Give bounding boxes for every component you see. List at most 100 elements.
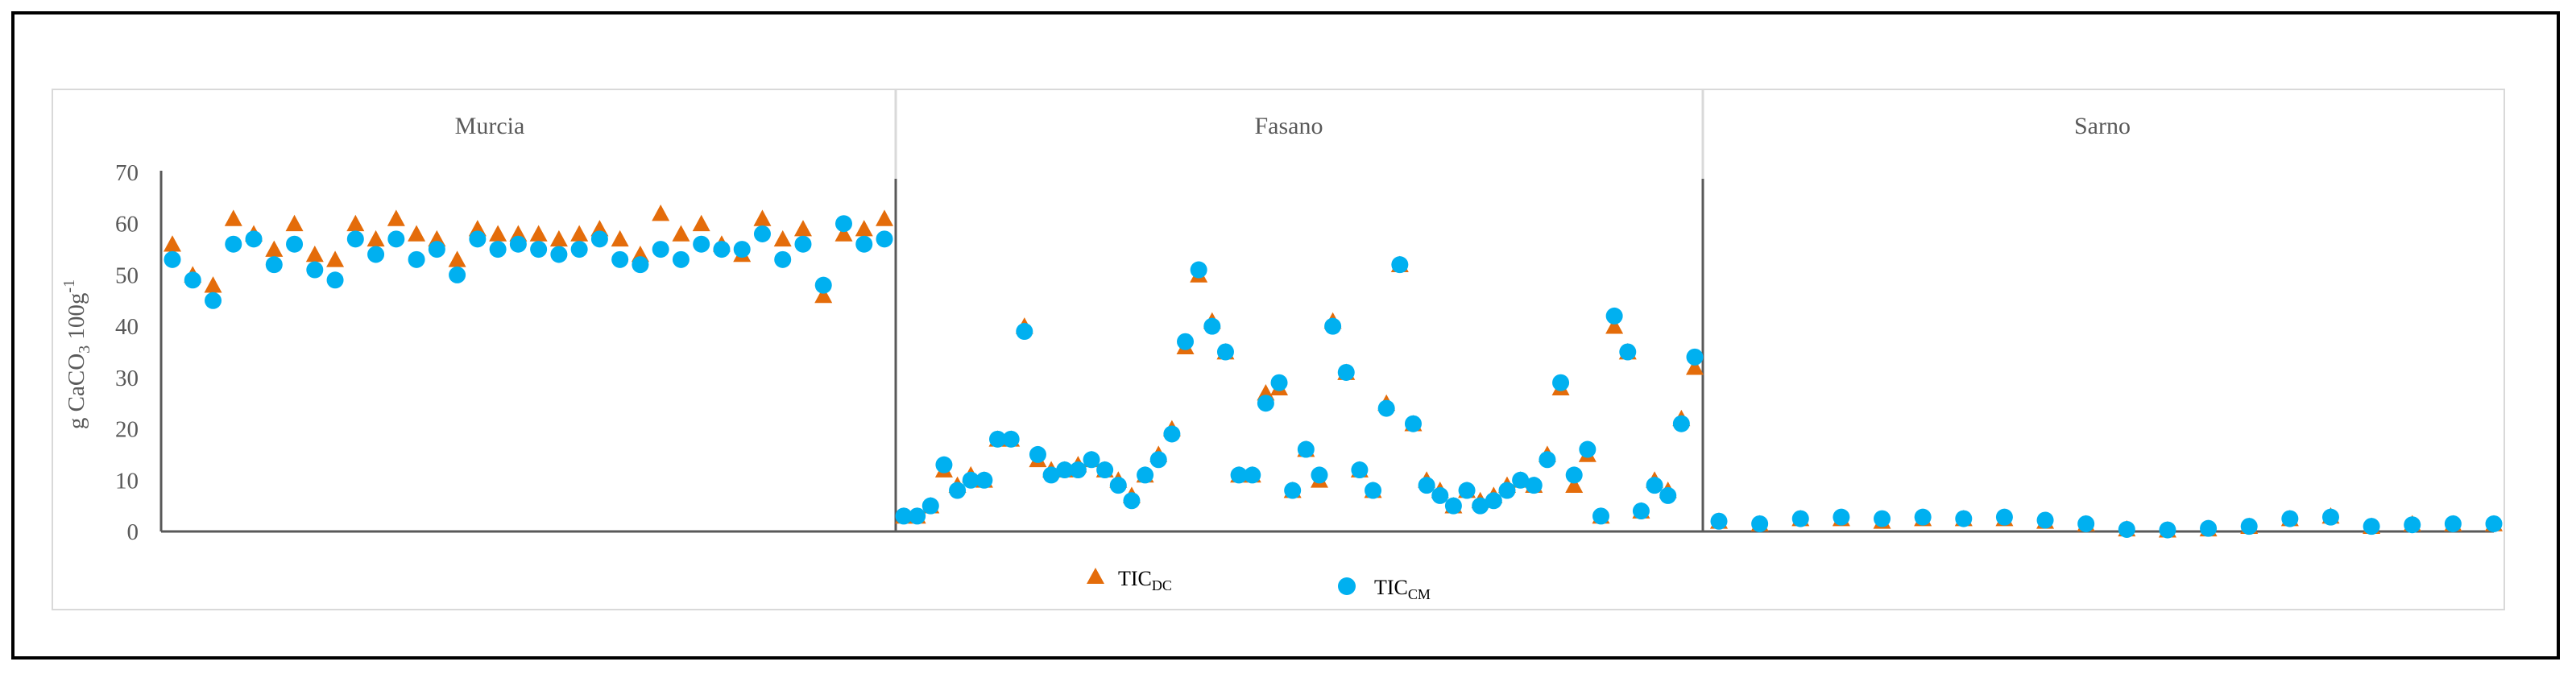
point-murcia-tic-cm [835,215,852,233]
point-fasano-tic-cm [1149,451,1167,469]
y-axis-label: g CaCO3 100g-1 [60,279,93,429]
point-fasano-tic-cm [1552,374,1570,391]
point-fasano-tic-cm [1177,333,1195,350]
point-fasano-tic-cm [1404,415,1422,432]
y-tick-label: 50 [115,263,139,288]
point-murcia-tic-dc [305,245,324,263]
legend-marker-tic-dc [1087,568,1104,584]
point-fasano-tic-cm [1096,461,1114,479]
point-fasano-tic-cm [1056,461,1074,479]
data-points [164,204,2503,539]
point-sarno-tic-cm [1751,515,1769,532]
point-fasano-tic-cm [949,482,967,499]
y-tick-label: 30 [115,366,139,391]
point-murcia-tic-dc [692,214,710,232]
point-murcia-tic-dc [652,204,670,221]
point-murcia-tic-cm [693,235,710,253]
point-fasano-tic-cm [1297,440,1315,458]
point-murcia-tic-cm [570,241,588,258]
point-fasano-tic-cm [1686,348,1704,366]
point-murcia-tic-dc [570,225,589,242]
point-fasano-tic-cm [1485,492,1502,510]
panel-titles: Murcia Fasano Sarno [455,113,2131,139]
point-fasano-tic-cm [1270,374,1288,391]
point-murcia-tic-dc [773,229,792,247]
panel-title-sarno: Sarno [2074,113,2131,139]
point-murcia-tic-cm [632,256,649,274]
point-fasano-tic-cm [1418,477,1435,494]
point-fasano-tic-cm [1083,451,1100,469]
point-murcia-tic-cm [713,241,731,258]
legend-item-tic-cm: TICCM [1338,576,1431,602]
point-fasano-tic-cm [1351,461,1369,479]
point-murcia-tic-dc [387,209,405,226]
point-fasano-tic-cm [1203,317,1221,335]
point-fasano-tic-cm [1458,482,1476,499]
point-fasano-tic-cm [895,507,913,525]
plot-area-border [52,89,2505,610]
point-murcia-tic-cm [449,266,466,283]
figure-frame [11,11,2560,660]
point-murcia-tic-dc [489,225,507,242]
point-murcia-tic-cm [225,235,242,253]
point-sarno-tic-cm [1710,512,1728,530]
point-murcia-tic-cm [346,230,364,248]
point-murcia-tic-dc [753,209,772,226]
y-tick-label: 0 [127,519,139,545]
point-fasano-tic-cm [921,497,939,515]
y-axis-label-subscript: 3 [76,345,93,354]
point-fasano-tic-cm [989,430,1007,448]
y-axis-label-superscript: -1 [60,279,78,293]
point-murcia-tic-cm [265,256,283,274]
point-murcia-tic-dc [326,250,345,267]
point-murcia-tic-cm [509,235,527,253]
point-murcia-tic-cm [245,230,263,248]
point-murcia-tic-cm [774,250,792,268]
point-murcia-tic-cm [876,230,893,248]
legend-label-tic-cm-sub: CM [1408,586,1431,602]
point-fasano-tic-cm [1163,425,1181,443]
point-murcia-tic-cm [428,241,445,258]
point-fasano-tic-cm [962,471,979,489]
point-murcia-tic-dc [164,235,181,252]
point-fasano-tic-cm [1646,477,1663,494]
legend-label-tic-cm: TICCM [1374,576,1431,602]
point-fasano-tic-cm [909,507,926,525]
point-sarno-tic-cm [2118,520,2135,538]
point-fasano-tic-cm [1257,395,1274,412]
point-fasano-tic-cm [935,456,953,473]
point-sarno-tic-cm [2077,515,2095,532]
point-murcia-tic-dc [549,229,568,247]
point-murcia-tic-dc [611,229,629,247]
point-fasano-tic-cm [1525,477,1543,494]
point-sarno-tic-cm [1833,508,1850,526]
point-fasano-tic-cm [1498,482,1516,499]
point-murcia-tic-cm [184,271,201,289]
point-fasano-tic-cm [1377,399,1395,417]
legend-label-tic-cm-main: TIC [1374,576,1408,599]
point-fasano-tic-cm [1069,461,1087,479]
point-fasano-tic-cm [1605,307,1623,325]
point-fasano-tic-cm [1042,466,1060,484]
point-murcia-tic-dc [835,225,853,242]
point-fasano-tic-cm [1659,486,1677,504]
point-murcia-tic-cm [164,250,181,268]
legend-label-tic-dc-main: TIC [1118,567,1152,590]
point-murcia-tic-cm [794,235,812,253]
point-fasano-tic-cm [1579,440,1597,458]
point-murcia-tic-cm [733,241,751,258]
point-murcia-tic-cm [469,230,487,248]
point-sarno-tic-cm [2321,508,2339,526]
point-fasano-tic-cm [1123,492,1141,510]
point-sarno-tic-cm [2036,511,2054,529]
point-sarno-tic-cm [1791,510,1809,527]
y-tick-labels: 0 10 20 30 40 50 60 70 [115,160,139,545]
y-axis-label-rest: 100g [64,293,89,345]
y-tick-label: 40 [115,314,139,340]
point-fasano-tic-cm [1016,323,1033,341]
point-murcia-tic-cm [286,235,304,253]
axes [159,90,2494,533]
point-fasano-tic-cm [1619,343,1637,361]
point-fasano-tic-cm [1029,445,1046,463]
panel-title-murcia: Murcia [455,113,525,139]
